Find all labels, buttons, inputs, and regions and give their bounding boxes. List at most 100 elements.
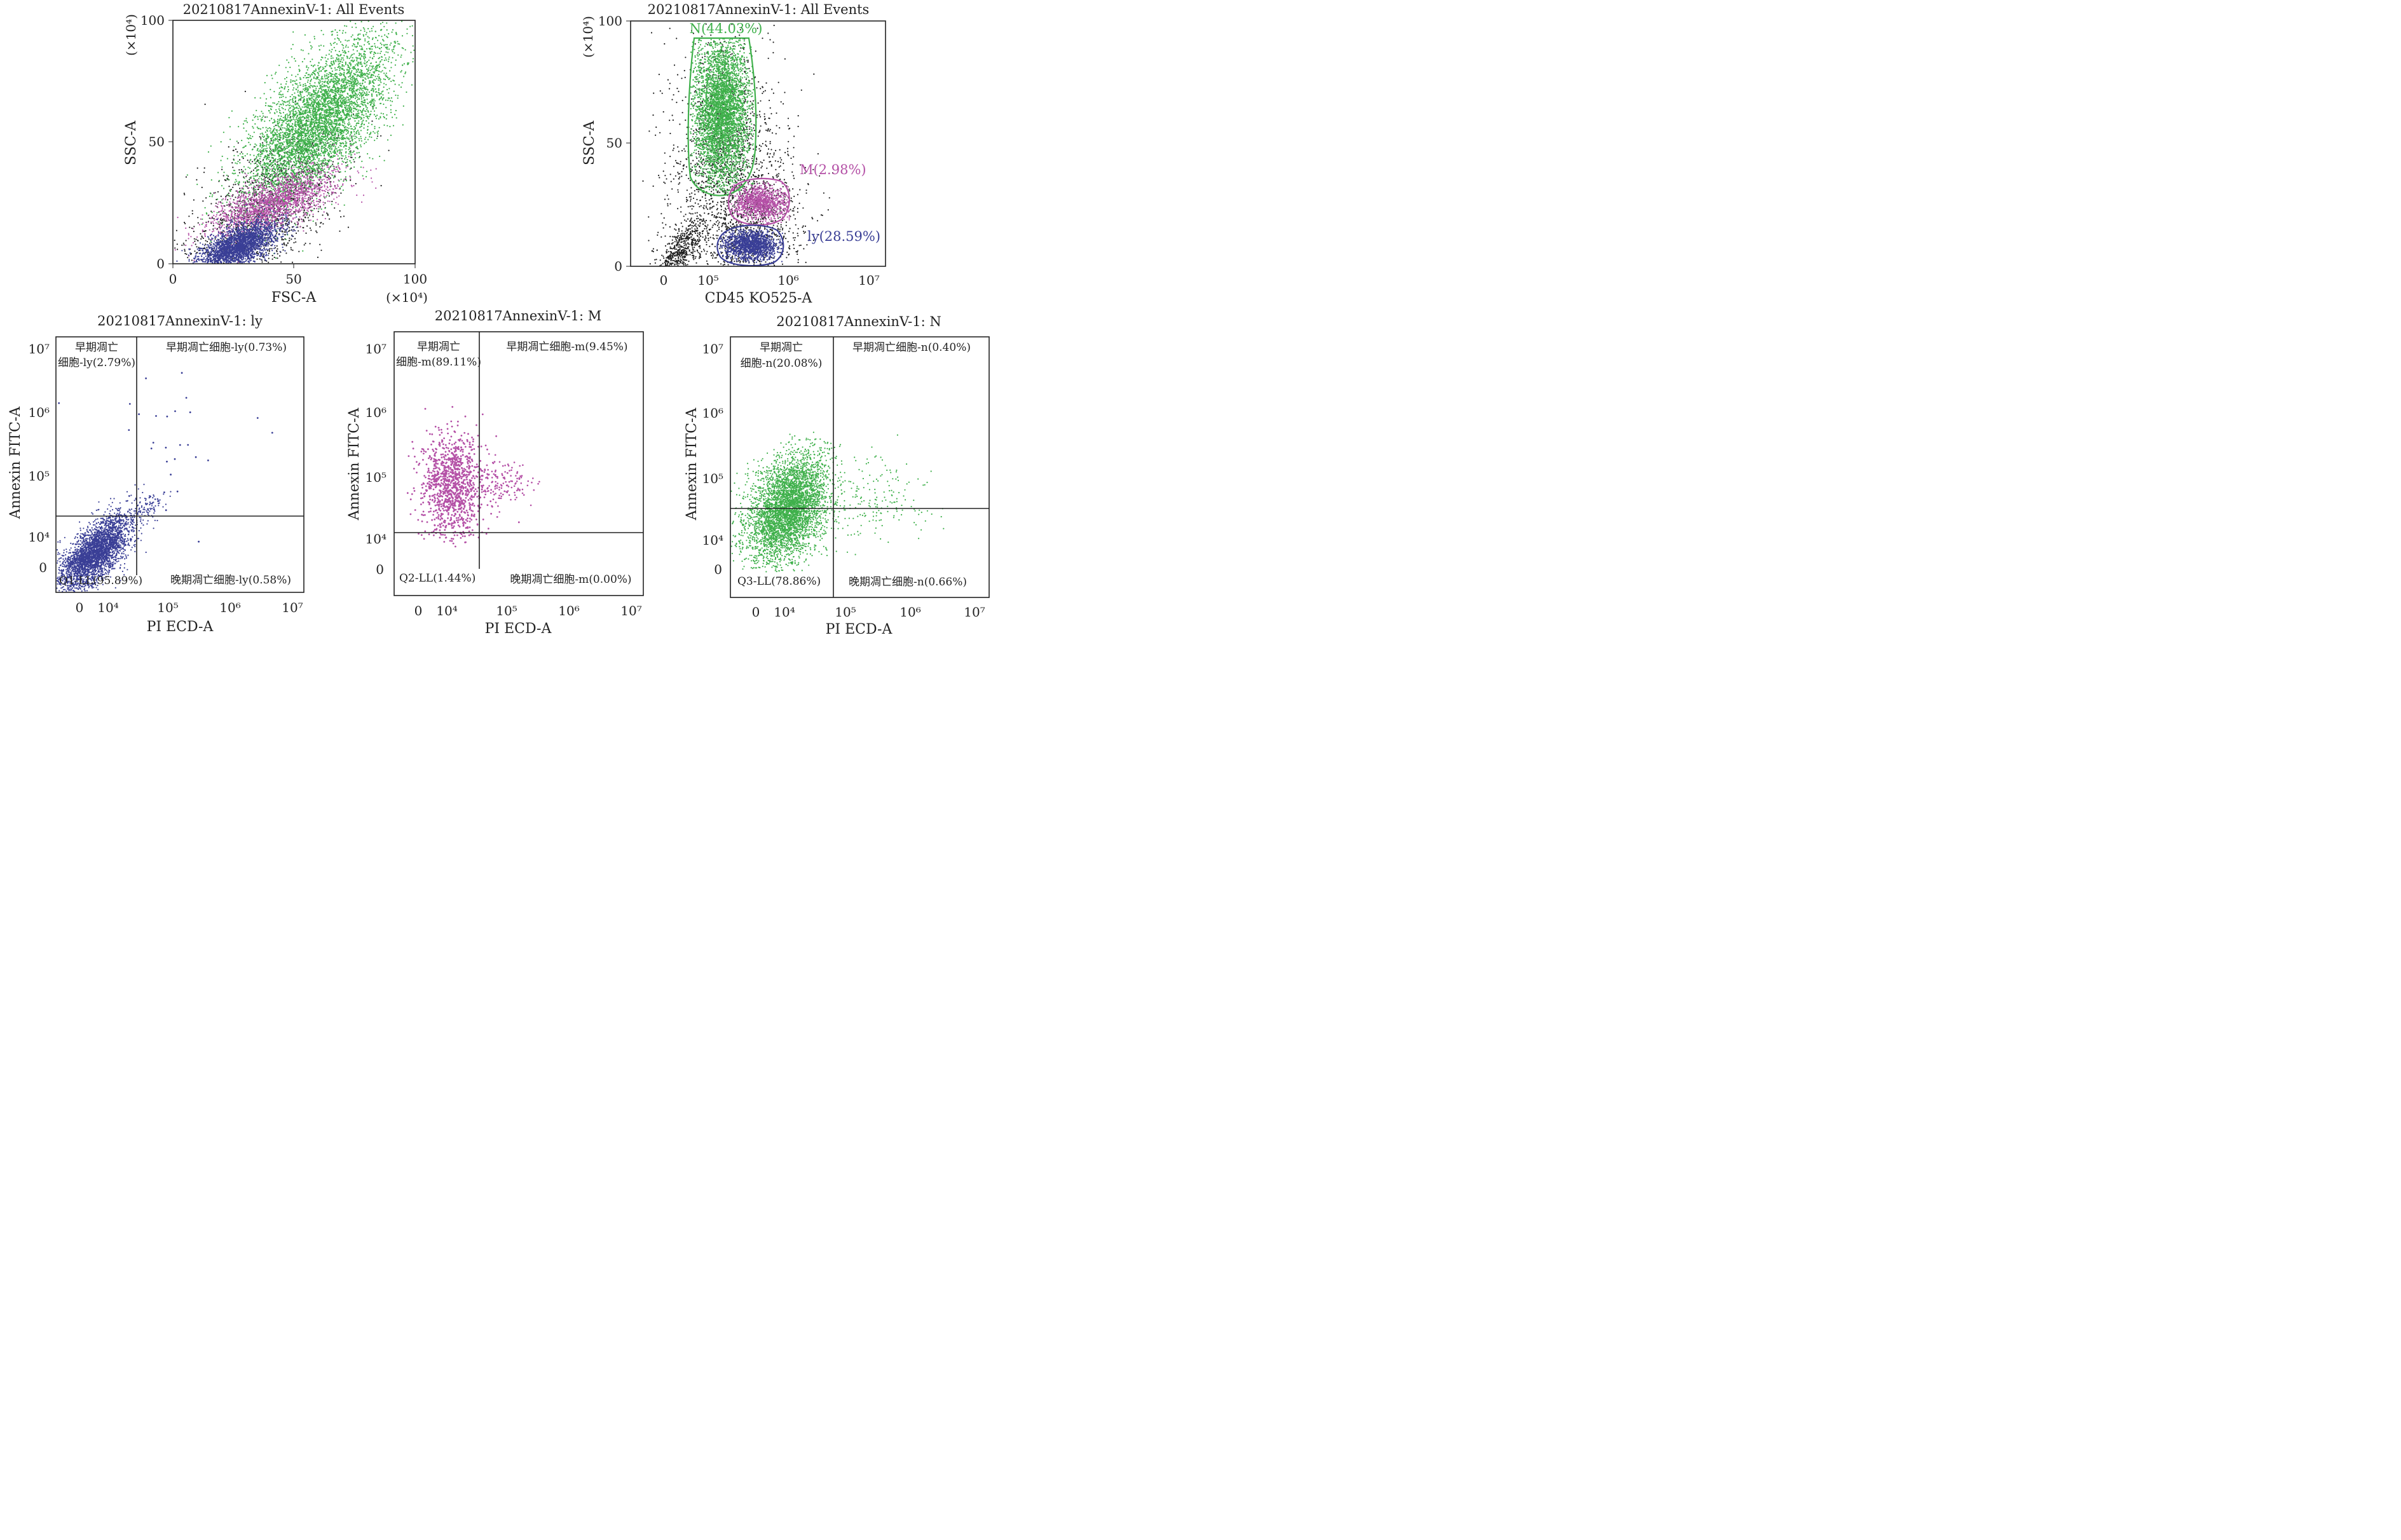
- scatter-point: [210, 146, 212, 147]
- scatter-point: [205, 104, 206, 105]
- scatter-point: [233, 217, 234, 219]
- scatter-point: [286, 244, 287, 245]
- scatter-point: [186, 240, 187, 241]
- scatter-point: [177, 243, 178, 245]
- scatter-point: [202, 187, 203, 188]
- scatter-point: [228, 186, 229, 187]
- scatter-point: [181, 245, 182, 246]
- scatter-point: [371, 77, 373, 78]
- scatter-point: [284, 231, 285, 233]
- scatter-point: [213, 225, 214, 226]
- scatter-point: [275, 247, 276, 249]
- scatter-point: [193, 226, 195, 227]
- scatter-point: [184, 194, 185, 195]
- scatter-point: [212, 228, 214, 229]
- scatter-point: [319, 244, 320, 245]
- scatter-point: [235, 184, 236, 185]
- scatter-point: [222, 240, 223, 241]
- scatter-point: [227, 199, 228, 200]
- scatter-point: [188, 215, 189, 217]
- scatter-point: [205, 243, 206, 245]
- scatter-point: [186, 176, 187, 177]
- scatter-point: [305, 233, 306, 234]
- scatter-point: [277, 245, 278, 247]
- scatter-point: [231, 224, 232, 226]
- scatter-point: [194, 241, 195, 242]
- scatter-point: [264, 167, 266, 168]
- scatter-point: [291, 247, 292, 249]
- scatter-point: [265, 148, 266, 149]
- scatter-point: [332, 161, 334, 162]
- scatter-point: [266, 181, 268, 182]
- scatter-point: [302, 61, 303, 62]
- scatter-point: [277, 257, 278, 259]
- scatter-point: [289, 238, 290, 239]
- scatter-point: [272, 255, 273, 256]
- scatter-point: [235, 196, 236, 198]
- scatter-point: [174, 247, 175, 249]
- scatter-point: [351, 135, 352, 137]
- scatter-point: [289, 214, 290, 215]
- scatter-point: [260, 151, 261, 153]
- scatter-point: [232, 187, 233, 188]
- scatter-point: [239, 159, 240, 160]
- scatter-point: [336, 144, 337, 145]
- scatter-point: [291, 238, 292, 240]
- scatter-point: [339, 231, 340, 232]
- panel-title: 20210817AnnexinV-1: All Events: [183, 2, 405, 17]
- scatter-point: [304, 243, 306, 244]
- scatter-point: [330, 177, 331, 179]
- scatter-point: [311, 172, 313, 173]
- scatter-point: [264, 177, 266, 179]
- scatter-point: [319, 226, 320, 228]
- scatter-point: [310, 229, 311, 231]
- scatter-point: [310, 243, 311, 244]
- scatter-point: [271, 248, 273, 249]
- scatter-point: [235, 226, 236, 228]
- scatter-point: [371, 31, 373, 32]
- scatter-point: [292, 262, 293, 263]
- scatter-point: [312, 216, 313, 217]
- scatter-point: [303, 227, 304, 228]
- scatter-point: [294, 238, 296, 239]
- scatter-point: [293, 229, 294, 230]
- scatter-point: [275, 160, 276, 161]
- scatter-point: [238, 184, 239, 186]
- scatter-point: [270, 141, 271, 142]
- scatter-point: [270, 160, 271, 161]
- scatter-point: [329, 219, 330, 220]
- scatter-point: [298, 219, 299, 220]
- scatter-point: [364, 139, 366, 140]
- scatter-point: [332, 163, 333, 165]
- scatter-point: [192, 213, 193, 214]
- scatter-point: [225, 221, 226, 222]
- scatter-point: [304, 244, 305, 245]
- scatter-point: [284, 242, 285, 243]
- scatter-point: [210, 203, 212, 204]
- scatter-point: [292, 250, 293, 251]
- scatter-point: [348, 227, 349, 228]
- scatter-point: [205, 222, 207, 223]
- scatter-point: [291, 198, 292, 199]
- scatter-point: [196, 252, 198, 253]
- scatter-point: [353, 161, 355, 163]
- scatter-point: [287, 243, 289, 244]
- scatter-point: [283, 239, 284, 240]
- scatter-point: [277, 249, 278, 250]
- scatter-point: [389, 70, 390, 71]
- scatter-point: [232, 167, 233, 168]
- scatter-point: [259, 191, 261, 193]
- scatter-point: [279, 106, 280, 107]
- scatter-point: [315, 222, 317, 224]
- scatter-point: [184, 223, 186, 224]
- scatter-point: [233, 150, 235, 151]
- scatter-point: [299, 106, 300, 107]
- scatter-point: [193, 231, 195, 232]
- scatter-point: [288, 219, 289, 220]
- scatter-point: [281, 97, 282, 98]
- scatter-point: [351, 157, 352, 158]
- scatter-point: [372, 158, 373, 160]
- scatter-point: [376, 118, 377, 119]
- scatter-point: [268, 253, 270, 254]
- scatter-point: [225, 196, 226, 197]
